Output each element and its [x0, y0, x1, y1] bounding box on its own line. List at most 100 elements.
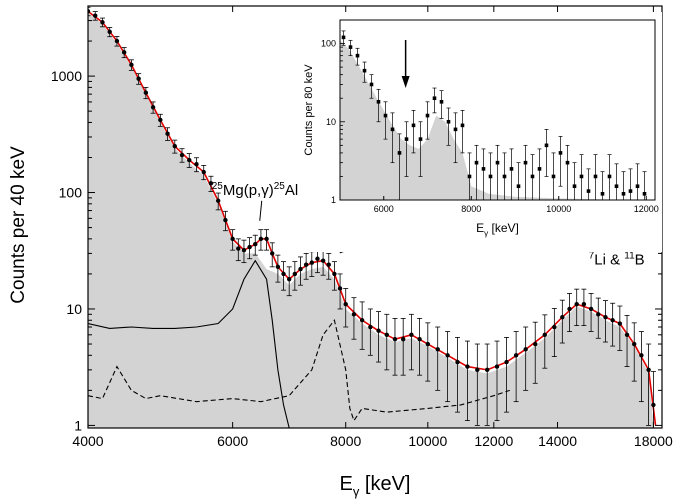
inset-data-point [565, 160, 570, 165]
y-tick-label: 100 [59, 185, 83, 201]
inset-data-point [579, 174, 584, 179]
data-point [121, 50, 127, 55]
inset-data-point [642, 192, 647, 196]
data-point [253, 241, 258, 247]
inset-data-point [432, 96, 437, 101]
data-point [298, 266, 303, 272]
data-point [93, 13, 98, 18]
data-point [533, 341, 538, 347]
data-point [504, 359, 509, 365]
data-point [523, 347, 528, 352]
x-tick-label: 12000 [474, 433, 513, 449]
inset-data-point [628, 189, 633, 193]
data-point [588, 306, 594, 312]
x-tick-label: 18000 [634, 433, 673, 449]
data-point [445, 353, 450, 358]
data-point [315, 256, 320, 261]
x-tick-label: 4000 [72, 433, 103, 449]
data-point [320, 258, 326, 263]
data-point [417, 337, 422, 342]
data-point [337, 286, 343, 291]
data-point [435, 347, 440, 352]
inset-data-point [600, 192, 605, 196]
x-tick-label: 10000 [408, 433, 447, 449]
data-point [100, 20, 105, 25]
inset-data-point [453, 127, 458, 132]
x-tick-label: 8000 [330, 433, 361, 449]
inset-frame [339, 19, 656, 201]
inset-data-point [411, 123, 416, 128]
data-point [368, 324, 373, 330]
inset-data-point [383, 113, 388, 118]
inset-y-axis-label: Counts per 80 keV [303, 64, 315, 156]
data-point [384, 332, 389, 338]
data-point [303, 262, 309, 267]
data-point [359, 318, 365, 323]
data-point [425, 341, 431, 347]
y-tick-label: 10 [66, 301, 82, 317]
inset-data-point [348, 45, 353, 49]
inset-data-point [376, 100, 381, 104]
data-point [651, 402, 656, 408]
x-axis-label: Eγ [keV] [340, 473, 411, 499]
data-point [392, 337, 398, 342]
inset-data-point [397, 151, 402, 155]
inset-x-tick-label: 10000 [546, 204, 571, 214]
inset-data-point [502, 174, 507, 179]
data-point [158, 117, 163, 123]
data-point [143, 90, 149, 95]
data-point [208, 181, 214, 186]
data-point [409, 332, 414, 338]
inset-data-point [439, 100, 444, 104]
data-point [455, 359, 460, 365]
inset-data-point [460, 123, 465, 128]
inset-data-point [635, 184, 640, 189]
inset-x-tick-label: 8000 [461, 204, 481, 214]
inset-x-tick-label: 12000 [634, 204, 659, 214]
annotation-li-b: 7Li & 11B [589, 251, 645, 269]
data-point [351, 312, 357, 317]
data-point [215, 198, 221, 203]
y-tick-label: 1000 [51, 68, 82, 84]
data-point [230, 236, 235, 242]
inset-x-tick-label: 6000 [374, 204, 394, 214]
inset-data-point [586, 189, 591, 193]
data-point [465, 364, 470, 369]
data-point [309, 260, 315, 265]
x-tick-label: 14000 [538, 433, 577, 449]
data-point [179, 152, 185, 158]
inset-data-point [509, 167, 514, 171]
data-point [567, 306, 572, 312]
inset-data-point [446, 119, 451, 124]
inset-y-tick-label: 1 [331, 195, 336, 205]
data-point [270, 251, 275, 256]
data-point [241, 247, 247, 253]
data-point [326, 262, 331, 267]
data-point [223, 217, 228, 223]
inset-data-point [614, 184, 619, 189]
x-tick-label: 6000 [217, 433, 248, 449]
inset-data-point [495, 160, 500, 165]
data-point [247, 244, 252, 250]
inset-data-point [551, 174, 556, 179]
data-point [129, 62, 134, 68]
inset-data-point [467, 174, 472, 179]
data-point [603, 314, 608, 320]
data-point [617, 321, 623, 326]
data-point [624, 332, 630, 338]
data-point [150, 105, 156, 110]
inset-data-point [341, 35, 346, 40]
data-point [485, 367, 490, 373]
inset-y-tick-label: 100 [321, 39, 336, 49]
main-plot-area [88, 6, 657, 428]
inset-data-point [544, 143, 549, 148]
inset-data-point [621, 192, 626, 196]
inset-data-point [418, 137, 423, 141]
inset-data-point [390, 127, 395, 132]
y-axis-label: Counts per 40 keV [8, 146, 29, 304]
inset-data-point [369, 82, 374, 87]
data-point [632, 341, 637, 347]
data-point [281, 271, 286, 277]
data-point [275, 264, 281, 270]
